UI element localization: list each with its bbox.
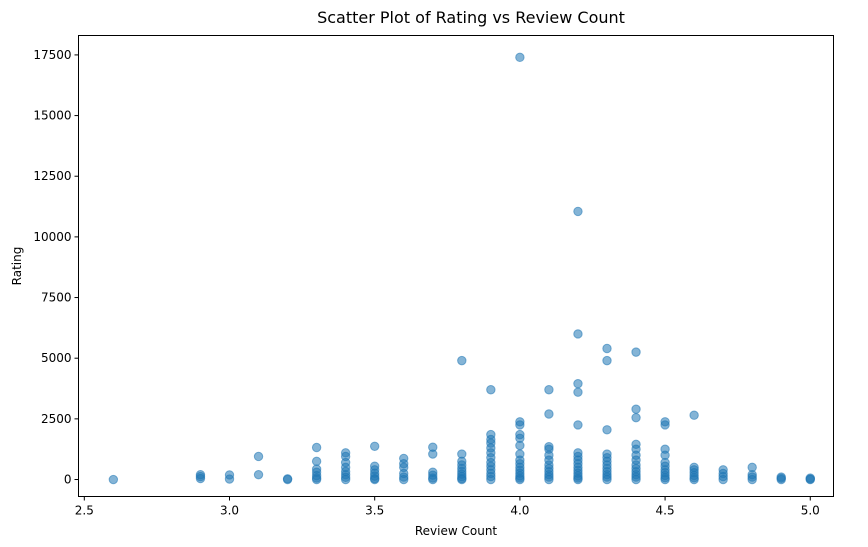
x-tick-label: 2.5: [75, 504, 94, 518]
x-tick-label: 3.5: [365, 504, 384, 518]
data-point: [428, 449, 438, 459]
data-point: [689, 410, 699, 420]
data-point: [515, 52, 525, 63]
data-point: [311, 442, 322, 453]
data-point: [108, 474, 119, 485]
x-tick-label: 4.0: [510, 504, 529, 518]
data-point: [660, 474, 670, 485]
y-tick-label: 0: [64, 473, 72, 487]
chart-title: Scatter Plot of Rating vs Review Count: [317, 8, 625, 27]
y-axis-ticks: 0 2500 5000 7500 10000 12500 15000 17500: [33, 48, 79, 487]
data-point: [311, 456, 322, 467]
data-point: [573, 378, 583, 389]
y-tick-label: 17500: [33, 48, 71, 62]
x-tick-label: 3.0: [220, 504, 239, 518]
data-point: [805, 474, 815, 485]
data-point: [602, 474, 612, 485]
data-point: [515, 420, 525, 430]
data-point: [689, 474, 699, 485]
data-point: [311, 474, 322, 485]
y-tick-label: 2500: [41, 412, 72, 426]
data-point: [602, 355, 612, 366]
y-tick-label: 15000: [33, 109, 71, 123]
data-point: [457, 474, 467, 485]
x-tick-label: 5.0: [801, 504, 820, 518]
plot-area-frame: [78, 35, 834, 497]
y-axis-label: Rating: [10, 247, 24, 286]
data-point: [573, 206, 583, 217]
data-points: [108, 52, 815, 485]
data-point: [573, 329, 583, 339]
data-point: [660, 420, 670, 430]
data-point: [253, 451, 264, 462]
data-point: [515, 474, 525, 485]
data-point: [544, 385, 554, 395]
y-tick-label: 10000: [33, 230, 71, 244]
x-axis-ticks: 2.5 3.0 3.5 4.0 4.5 5.0: [75, 496, 820, 518]
y-tick-label: 12500: [33, 169, 71, 183]
data-point: [573, 387, 583, 397]
data-point: [718, 474, 728, 485]
data-point: [573, 474, 583, 485]
data-point: [282, 474, 293, 485]
data-point: [631, 412, 641, 423]
data-point: [544, 409, 554, 419]
data-point: [253, 469, 264, 480]
data-point: [486, 385, 496, 395]
data-point: [195, 473, 206, 484]
y-tick-label: 5000: [41, 351, 72, 365]
data-point: [369, 441, 380, 451]
data-point: [631, 404, 641, 414]
data-point: [369, 474, 380, 485]
data-point: [544, 474, 554, 485]
data-point: [776, 474, 786, 485]
x-tick-label: 4.5: [656, 504, 675, 518]
data-point: [428, 474, 438, 485]
data-point: [602, 343, 612, 354]
data-point: [340, 474, 351, 485]
data-point: [224, 474, 235, 484]
data-point: [747, 474, 757, 485]
x-axis-label: Review Count: [415, 524, 498, 538]
data-point: [602, 425, 612, 435]
data-point: [399, 474, 409, 485]
y-tick-label: 7500: [41, 291, 72, 305]
data-point: [631, 474, 641, 485]
data-point: [515, 440, 525, 451]
data-point: [457, 355, 467, 366]
data-point: [631, 347, 641, 357]
data-point: [573, 420, 583, 430]
data-point: [486, 474, 496, 485]
